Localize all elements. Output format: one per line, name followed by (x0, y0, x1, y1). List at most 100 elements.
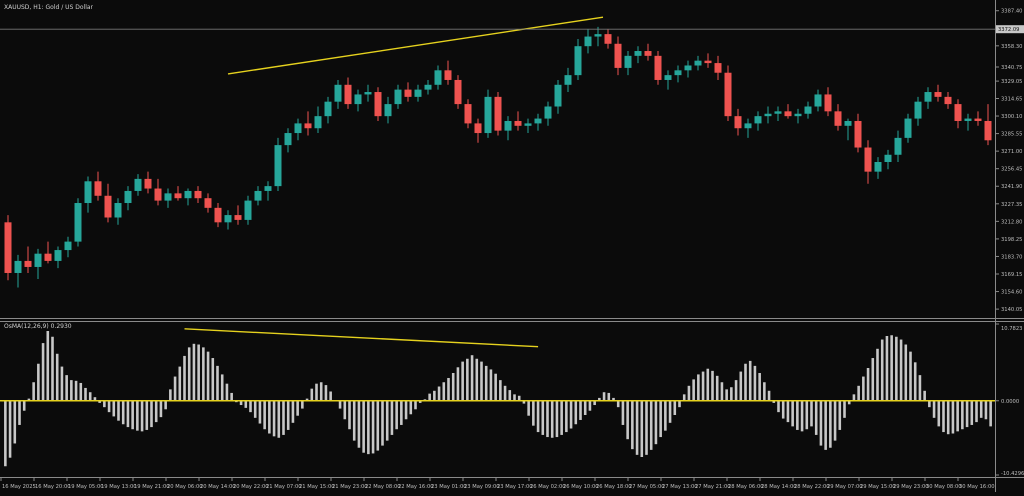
candle-body (534, 118, 542, 124)
price-tick-label: 3358.30 (1001, 44, 1022, 50)
price-tick-label: 3154.60 (1001, 290, 1022, 296)
candle-body (114, 203, 122, 218)
candle-body (704, 60, 712, 64)
candle-body (154, 188, 162, 201)
candle-body (694, 60, 702, 66)
candle-body (504, 120, 512, 131)
candle-body (594, 34, 602, 37)
time-tick-label: 16 May 20:00 (35, 484, 71, 490)
candle-body (384, 104, 392, 117)
current-price-label: 3372.09 (998, 27, 1019, 33)
time-tick-label: 21 May 15:00 (299, 484, 335, 490)
candle-body (714, 63, 722, 73)
candle-body (554, 84, 562, 107)
candle-body (834, 111, 842, 126)
osma-axis: 10.7823 0.0000 -10.4296 (995, 323, 1024, 477)
price-trendline-group (227, 16, 604, 75)
candle-body (394, 89, 402, 105)
candle-body (364, 92, 372, 95)
candle-body (984, 120, 992, 141)
candle-body (524, 123, 532, 126)
candle-body (844, 120, 852, 126)
candle-body (514, 120, 522, 126)
time-tick-label: 19 May 21:00 (134, 484, 170, 490)
candle-body (924, 92, 932, 102)
candle-body (24, 260, 32, 267)
symbol-title: XAUUSD, H1: Gold / US Dollar (4, 4, 94, 11)
current-price-marker: 3372.09 (0, 25, 1024, 34)
time-tick-label: 27 May 05:00 (629, 484, 665, 490)
price-tick-label: 3285.55 (1001, 132, 1022, 138)
candle-body (414, 89, 422, 97)
candle-body (874, 162, 882, 172)
time-tick-label: 20 May 06:00 (167, 484, 203, 490)
candle-body (274, 145, 282, 187)
osma-trendline[interactable] (184, 328, 539, 348)
candle-body (544, 106, 552, 119)
candle-body (294, 123, 302, 134)
time-tick-label: 30 May 08:00 (926, 484, 962, 490)
candle-body (634, 51, 642, 56)
candle-body (574, 46, 582, 76)
time-tick-label: 22 May 16:00 (398, 484, 434, 490)
time-tick-label: 27 May 21:00 (695, 484, 731, 490)
osma-tick-label: 10.7823 (1001, 326, 1022, 332)
price-tick-label: 3140.05 (1001, 307, 1022, 313)
candle-body (744, 123, 752, 129)
candle-body (184, 190, 192, 199)
candle-body (884, 154, 892, 162)
candle-body (14, 260, 22, 273)
candle-body (144, 178, 152, 189)
candle-body (624, 55, 632, 68)
price-tick-label: 3212.80 (1001, 219, 1022, 225)
candle-body (44, 253, 52, 261)
candle-body (804, 106, 812, 114)
candlestick-series (4, 26, 992, 288)
current-price-box (996, 25, 1024, 34)
candle-body (194, 190, 202, 199)
candle-body (224, 215, 232, 223)
candle-body (254, 190, 262, 201)
candle-body (454, 79, 462, 105)
candle-body (564, 75, 572, 85)
candle-body (734, 116, 742, 129)
candle-body (54, 250, 62, 261)
candle-body (934, 92, 942, 97)
time-tick-label: 16 May 2025 (2, 484, 36, 490)
candle-body (234, 215, 242, 220)
candle-body (944, 96, 952, 105)
price-tick-label: 3183.70 (1001, 254, 1022, 260)
osma-tick-label: -10.4296 (1001, 471, 1024, 477)
candle-body (814, 94, 822, 107)
candle-body (794, 113, 802, 117)
price-trendline[interactable] (227, 16, 604, 75)
candle-body (484, 96, 492, 134)
time-tick-label: 23 May 09:00 (464, 484, 500, 490)
price-tick-label: 3340.75 (1001, 65, 1022, 71)
indicator-title: OsMA(12,26,9) 0.2930 (4, 323, 72, 330)
time-tick-label: 21 May 07:00 (266, 484, 302, 490)
candle-body (494, 96, 502, 131)
price-tick-label: 3241.90 (1001, 184, 1022, 190)
time-tick-label: 28 May 22:00 (794, 484, 830, 490)
candle-body (284, 133, 292, 146)
time-tick-label: 29 May 15:00 (860, 484, 896, 490)
candle-body (764, 113, 772, 117)
time-tick-label: 20 May 22:00 (233, 484, 269, 490)
osma-trendline-group (184, 328, 539, 348)
candle-body (174, 193, 182, 199)
candle-body (444, 70, 452, 80)
candle-body (64, 241, 72, 251)
candle-body (754, 116, 762, 124)
candle-body (614, 43, 622, 68)
time-tick-label: 23 May 01:00 (431, 484, 467, 490)
candle-body (134, 178, 142, 191)
price-tick-label: 3256.45 (1001, 167, 1022, 173)
candle-body (604, 34, 612, 44)
price-tick-label: 3227.35 (1001, 202, 1022, 208)
candle-body (74, 203, 82, 242)
